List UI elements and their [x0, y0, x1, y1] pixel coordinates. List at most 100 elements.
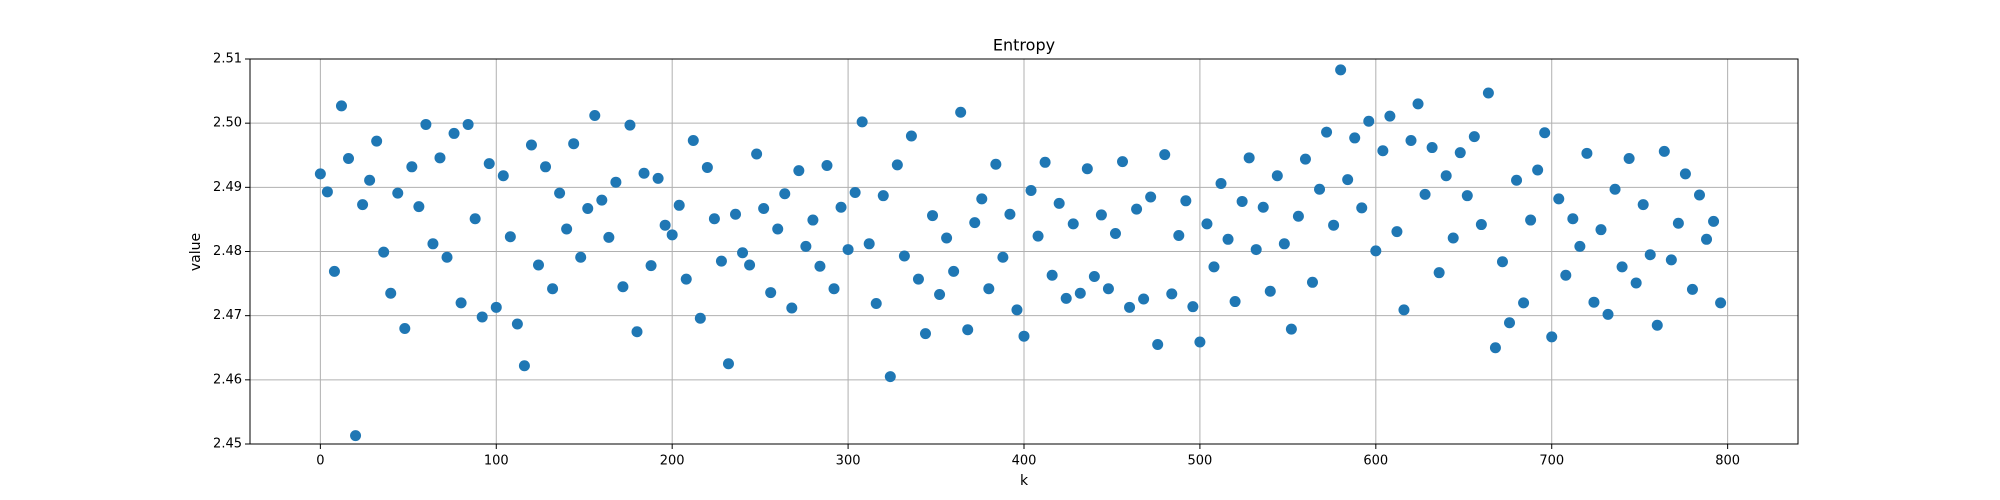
- x-tick-label: 400: [1012, 454, 1037, 469]
- point: [540, 161, 552, 173]
- point: [1567, 213, 1579, 225]
- point: [1102, 283, 1114, 295]
- point: [1419, 188, 1431, 200]
- point: [1201, 218, 1213, 230]
- point: [1623, 152, 1635, 164]
- point: [343, 152, 355, 164]
- point: [476, 311, 488, 323]
- point: [371, 135, 383, 147]
- point: [1412, 98, 1424, 110]
- x-tick-label: 800: [1715, 454, 1740, 469]
- point: [701, 161, 713, 173]
- point: [1489, 342, 1501, 354]
- point: [631, 326, 643, 338]
- point: [1581, 147, 1593, 159]
- point: [1018, 330, 1030, 342]
- point: [1278, 238, 1290, 250]
- point: [603, 231, 615, 243]
- point: [427, 238, 439, 250]
- point: [1145, 191, 1157, 203]
- point: [1039, 156, 1051, 168]
- point: [1708, 215, 1720, 227]
- point: [1138, 293, 1150, 305]
- point: [1701, 233, 1713, 245]
- x-tick-label: 100: [484, 454, 509, 469]
- point: [441, 251, 453, 263]
- point: [807, 214, 819, 226]
- point: [1356, 202, 1368, 214]
- point: [1440, 170, 1452, 182]
- point: [1025, 185, 1037, 197]
- point: [877, 190, 889, 202]
- point: [680, 273, 692, 285]
- point: [511, 318, 523, 330]
- point: [1630, 277, 1642, 289]
- point: [934, 288, 946, 300]
- point: [455, 297, 467, 309]
- point: [1616, 261, 1628, 273]
- point: [469, 213, 481, 225]
- point: [1665, 254, 1677, 266]
- y-axis-label: value: [188, 233, 204, 271]
- point: [1658, 145, 1670, 157]
- y-tick-label: 2.45: [213, 437, 242, 452]
- point: [1159, 149, 1171, 161]
- point: [1124, 301, 1136, 313]
- point: [687, 134, 699, 146]
- point: [751, 148, 763, 160]
- point: [1194, 336, 1206, 348]
- point: [772, 223, 784, 235]
- point: [1299, 153, 1311, 165]
- point: [1088, 271, 1100, 283]
- point: [1004, 208, 1016, 220]
- point: [321, 186, 333, 198]
- y-tick-label: 2.46: [213, 372, 242, 387]
- point: [1363, 115, 1375, 127]
- x-tick-label: 200: [660, 454, 685, 469]
- point: [1504, 317, 1516, 329]
- point: [1243, 152, 1255, 164]
- point: [835, 201, 847, 213]
- point: [814, 260, 826, 272]
- point: [744, 259, 756, 271]
- point: [314, 168, 326, 180]
- point: [1637, 199, 1649, 211]
- point: [399, 323, 411, 334]
- point: [1391, 226, 1403, 238]
- point: [793, 165, 805, 177]
- point: [420, 118, 432, 130]
- point: [1032, 230, 1044, 242]
- y-tick-label: 2.48: [213, 244, 242, 259]
- point: [434, 152, 446, 164]
- point: [448, 127, 460, 139]
- point: [575, 251, 587, 263]
- point: [1588, 296, 1600, 308]
- point: [364, 174, 376, 186]
- y-tick-label: 2.50: [213, 116, 242, 131]
- point: [1306, 276, 1318, 288]
- point: [335, 100, 347, 112]
- point: [357, 199, 369, 211]
- point: [561, 223, 573, 235]
- point: [659, 219, 671, 231]
- points: [314, 64, 1727, 442]
- point: [1679, 168, 1691, 180]
- point: [568, 138, 580, 150]
- point: [1715, 297, 1727, 309]
- point: [504, 231, 516, 243]
- point: [617, 281, 629, 293]
- point: [413, 201, 425, 213]
- point: [849, 186, 861, 198]
- point: [1560, 269, 1572, 281]
- point: [1236, 195, 1248, 207]
- point: [1525, 214, 1537, 226]
- point: [1546, 331, 1558, 343]
- point: [1651, 319, 1663, 331]
- point: [1426, 142, 1438, 154]
- point: [1222, 233, 1234, 245]
- point: [997, 251, 1009, 263]
- point: [722, 358, 734, 370]
- point: [1117, 156, 1129, 168]
- point: [1447, 232, 1459, 244]
